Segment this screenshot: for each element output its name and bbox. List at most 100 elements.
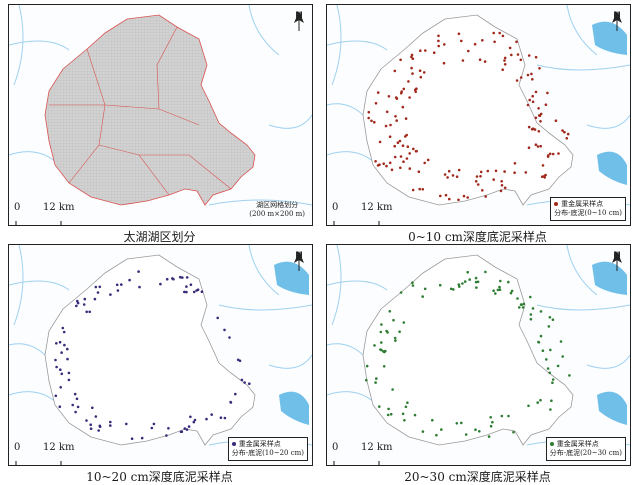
sample-point bbox=[489, 416, 492, 419]
sample-point bbox=[541, 349, 545, 352]
sample-point bbox=[398, 139, 402, 143]
sample-point bbox=[551, 381, 554, 384]
sample-point bbox=[455, 175, 459, 178]
sample-point bbox=[58, 340, 62, 344]
sample-point bbox=[205, 417, 208, 421]
sample-point bbox=[463, 280, 467, 283]
sample-point bbox=[512, 430, 515, 434]
sample-point bbox=[171, 277, 174, 280]
sample-point bbox=[548, 371, 551, 375]
sample-point bbox=[521, 306, 525, 309]
sample-point bbox=[58, 405, 62, 408]
sample-point bbox=[411, 188, 415, 192]
sampling-map bbox=[327, 245, 630, 446]
sample-point bbox=[534, 55, 538, 59]
sample-point bbox=[547, 325, 551, 328]
sample-point bbox=[531, 100, 535, 104]
sample-point bbox=[137, 270, 140, 273]
sample-point bbox=[389, 412, 393, 416]
sample-point bbox=[404, 117, 408, 120]
sample-point bbox=[439, 194, 442, 198]
sample-point bbox=[365, 378, 368, 382]
sample-point bbox=[248, 382, 251, 385]
sample-point bbox=[399, 291, 403, 294]
sample-point bbox=[510, 53, 513, 57]
map-legend: 湖区网格划分 (200 m×200 m) bbox=[249, 201, 305, 218]
sample-point bbox=[394, 339, 397, 342]
sample-point bbox=[73, 392, 77, 396]
sample-point bbox=[411, 57, 415, 60]
sample-point bbox=[559, 340, 563, 343]
sample-point bbox=[60, 372, 64, 376]
sample-point bbox=[385, 110, 389, 114]
sample-point bbox=[240, 378, 244, 382]
sample-point bbox=[509, 291, 513, 295]
sample-point bbox=[451, 174, 455, 177]
sample-point bbox=[539, 310, 543, 313]
sample-point bbox=[401, 105, 405, 109]
sample-point bbox=[526, 103, 530, 107]
sample-point bbox=[373, 344, 376, 347]
sample-point bbox=[494, 292, 497, 295]
sample-point bbox=[185, 276, 189, 279]
sample-point bbox=[546, 91, 549, 95]
sample-point bbox=[536, 145, 540, 148]
sample-point bbox=[140, 436, 144, 440]
sample-point bbox=[393, 69, 397, 73]
sample-point bbox=[393, 155, 397, 159]
sample-point bbox=[223, 328, 226, 332]
sample-point bbox=[159, 282, 162, 286]
sample-point bbox=[410, 53, 414, 57]
sample-point bbox=[413, 413, 417, 417]
sample-point bbox=[457, 283, 461, 286]
sample-point bbox=[489, 424, 493, 428]
sample-point bbox=[411, 281, 414, 284]
sample-point bbox=[447, 169, 451, 173]
sample-point bbox=[487, 435, 491, 438]
panel-caption: 太湖湖区划分 bbox=[123, 230, 196, 244]
sample-point bbox=[524, 171, 528, 174]
panel-caption: 0~10 cm深度底泥采样点 bbox=[408, 230, 547, 244]
sample-point bbox=[83, 297, 87, 301]
sample-point bbox=[396, 141, 400, 144]
map-legend: 重金属采样点 分布-底泥(20~30 cm) bbox=[545, 437, 626, 461]
sample-point bbox=[115, 283, 119, 287]
sample-point bbox=[518, 306, 521, 309]
sample-point bbox=[67, 378, 71, 382]
sample-point bbox=[455, 422, 459, 425]
sample-point bbox=[398, 330, 401, 333]
sample-point bbox=[421, 188, 425, 191]
sample-point bbox=[71, 403, 74, 407]
sample-point bbox=[128, 278, 131, 282]
sample-point bbox=[55, 342, 58, 345]
sample-point bbox=[458, 285, 461, 288]
sample-point bbox=[59, 386, 62, 389]
sample-point bbox=[516, 53, 520, 56]
sample-point bbox=[411, 72, 414, 75]
sample-point bbox=[527, 404, 530, 408]
sample-point bbox=[412, 147, 415, 151]
sample-point bbox=[401, 144, 405, 147]
sample-point bbox=[150, 426, 154, 430]
sample-point bbox=[66, 357, 69, 361]
sample-point bbox=[538, 67, 541, 70]
sample-point bbox=[393, 336, 397, 340]
sample-point bbox=[474, 280, 478, 284]
north-arrow-icon: N bbox=[292, 251, 306, 271]
sample-point bbox=[238, 359, 242, 363]
sample-point bbox=[462, 194, 466, 198]
sample-point bbox=[388, 161, 392, 165]
sample-point bbox=[185, 290, 188, 294]
sample-point bbox=[85, 419, 88, 422]
sample-point bbox=[568, 374, 571, 377]
sample-point bbox=[537, 114, 541, 117]
sample-point bbox=[484, 270, 487, 274]
sample-point bbox=[545, 358, 548, 361]
sample-point bbox=[399, 155, 403, 158]
sample-point bbox=[91, 406, 94, 410]
sample-point bbox=[493, 40, 496, 44]
sample-point bbox=[379, 348, 382, 351]
sample-point bbox=[435, 433, 438, 437]
sample-point bbox=[228, 336, 231, 339]
map-panel-0-10cm: N 0 12 km 重金属采样点 分布-底泥(0~10 cm) bbox=[326, 4, 631, 226]
